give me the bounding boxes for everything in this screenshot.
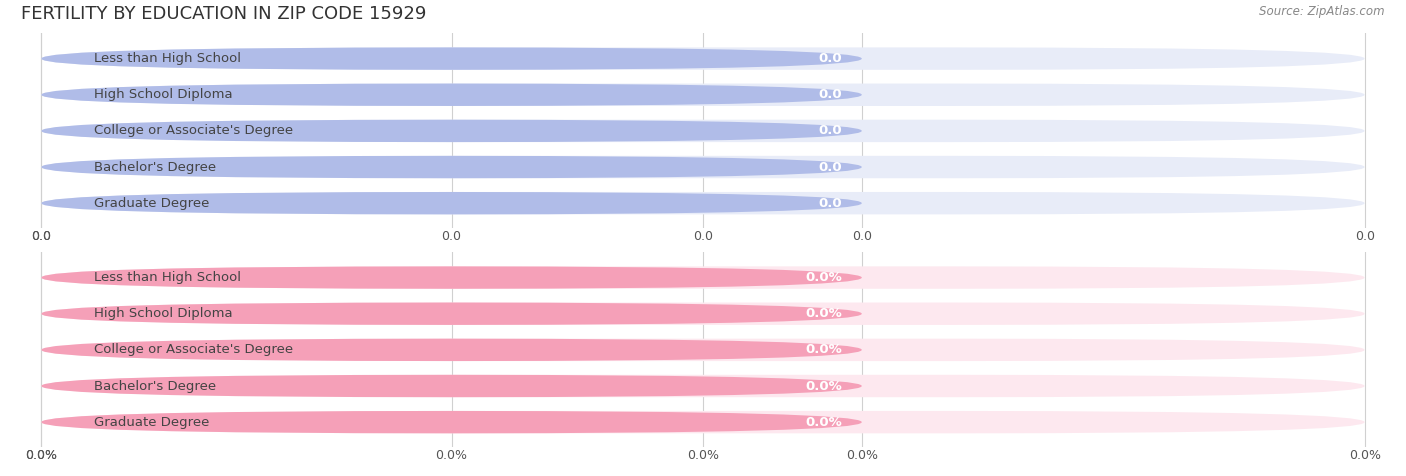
Text: 0.0: 0.0 xyxy=(818,160,842,174)
FancyBboxPatch shape xyxy=(41,375,862,397)
Text: Source: ZipAtlas.com: Source: ZipAtlas.com xyxy=(1260,5,1385,18)
FancyBboxPatch shape xyxy=(41,338,862,361)
FancyBboxPatch shape xyxy=(41,411,862,433)
Text: High School Diploma: High School Diploma xyxy=(94,307,233,320)
Text: 0.0%: 0.0% xyxy=(806,271,842,284)
Text: Bachelor's Degree: Bachelor's Degree xyxy=(94,160,217,174)
Text: 0.0%: 0.0% xyxy=(1348,449,1381,462)
FancyBboxPatch shape xyxy=(41,303,1365,325)
Text: FERTILITY BY EDUCATION IN ZIP CODE 15929: FERTILITY BY EDUCATION IN ZIP CODE 15929 xyxy=(21,5,426,23)
Text: 0.0%: 0.0% xyxy=(436,449,468,462)
Text: Less than High School: Less than High School xyxy=(94,52,242,65)
FancyBboxPatch shape xyxy=(41,84,862,106)
FancyBboxPatch shape xyxy=(41,119,1365,142)
Text: College or Associate's Degree: College or Associate's Degree xyxy=(94,124,294,138)
Text: 0.0: 0.0 xyxy=(441,230,461,243)
Text: 0.0: 0.0 xyxy=(818,88,842,101)
FancyBboxPatch shape xyxy=(41,375,1365,397)
Text: 0.0%: 0.0% xyxy=(806,379,842,393)
Text: 0.0: 0.0 xyxy=(1354,230,1375,243)
FancyBboxPatch shape xyxy=(41,267,1365,289)
FancyBboxPatch shape xyxy=(41,192,1365,214)
Text: 0.0: 0.0 xyxy=(31,230,52,243)
Text: 0.0%: 0.0% xyxy=(806,343,842,357)
Text: 0.0%: 0.0% xyxy=(806,416,842,429)
Text: 0.0: 0.0 xyxy=(693,230,713,243)
FancyBboxPatch shape xyxy=(41,48,1365,70)
Text: 0.0: 0.0 xyxy=(852,230,872,243)
FancyBboxPatch shape xyxy=(41,411,1365,433)
Text: 0.0%: 0.0% xyxy=(846,449,877,462)
Text: 0.0%: 0.0% xyxy=(688,449,718,462)
Text: Graduate Degree: Graduate Degree xyxy=(94,197,209,210)
Text: College or Associate's Degree: College or Associate's Degree xyxy=(94,343,294,357)
FancyBboxPatch shape xyxy=(41,156,862,178)
FancyBboxPatch shape xyxy=(41,156,1365,178)
Text: 0.0: 0.0 xyxy=(818,197,842,210)
Text: High School Diploma: High School Diploma xyxy=(94,88,233,101)
Text: Less than High School: Less than High School xyxy=(94,271,242,284)
Text: 0.0%: 0.0% xyxy=(806,307,842,320)
FancyBboxPatch shape xyxy=(41,303,862,325)
FancyBboxPatch shape xyxy=(41,84,1365,106)
Text: 0.0%: 0.0% xyxy=(25,449,58,462)
FancyBboxPatch shape xyxy=(41,48,862,70)
Text: Graduate Degree: Graduate Degree xyxy=(94,416,209,429)
FancyBboxPatch shape xyxy=(41,267,862,289)
Text: 0.0: 0.0 xyxy=(818,124,842,138)
Text: 0.0: 0.0 xyxy=(31,230,52,243)
Text: 0.0: 0.0 xyxy=(818,52,842,65)
Text: Bachelor's Degree: Bachelor's Degree xyxy=(94,379,217,393)
FancyBboxPatch shape xyxy=(41,338,1365,361)
FancyBboxPatch shape xyxy=(41,119,862,142)
Text: 0.0%: 0.0% xyxy=(25,449,58,462)
FancyBboxPatch shape xyxy=(41,192,862,214)
